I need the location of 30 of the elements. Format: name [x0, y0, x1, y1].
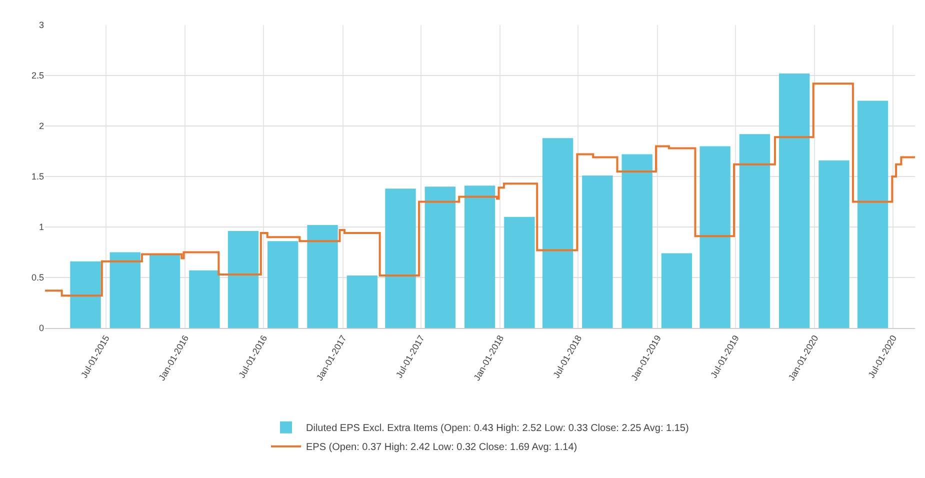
bar [504, 216, 535, 328]
y-tick-label: 1.5 [31, 172, 44, 182]
y-tick-label: 0 [38, 323, 44, 334]
y-tick-label: 3 [38, 20, 44, 30]
bar [385, 188, 416, 328]
bar [307, 224, 338, 328]
y-tick-label: 1 [38, 222, 44, 232]
bar [110, 252, 140, 328]
bar [700, 146, 730, 328]
bar [189, 270, 220, 328]
bar [228, 231, 259, 328]
bar [149, 254, 180, 328]
y-tick-label: 2.5 [31, 70, 44, 81]
bar [70, 261, 101, 328]
legend-label: Diluted EPS Excl. Extra Items (Open: 0.43 High: 2.52 Low: 0.33 Close: 2.25 Avg: 1.15) [306, 423, 689, 434]
bar [818, 160, 850, 328]
bar [739, 134, 770, 328]
bar [622, 154, 652, 328]
bar [542, 138, 574, 328]
bar [424, 186, 456, 328]
bar [661, 253, 692, 328]
y-tick-label: 2 [38, 121, 44, 132]
bar [582, 175, 613, 328]
bar [464, 186, 496, 328]
legend-label: EPS (Open: 0.37 High: 2.42 Low: 0.32 Close: 1.69 Avg: 1.14) [306, 442, 578, 454]
bar [268, 241, 298, 328]
bar [779, 73, 810, 328]
bar [346, 275, 378, 328]
bar [857, 100, 888, 328]
y-tick-label: 0.5 [31, 272, 44, 283]
